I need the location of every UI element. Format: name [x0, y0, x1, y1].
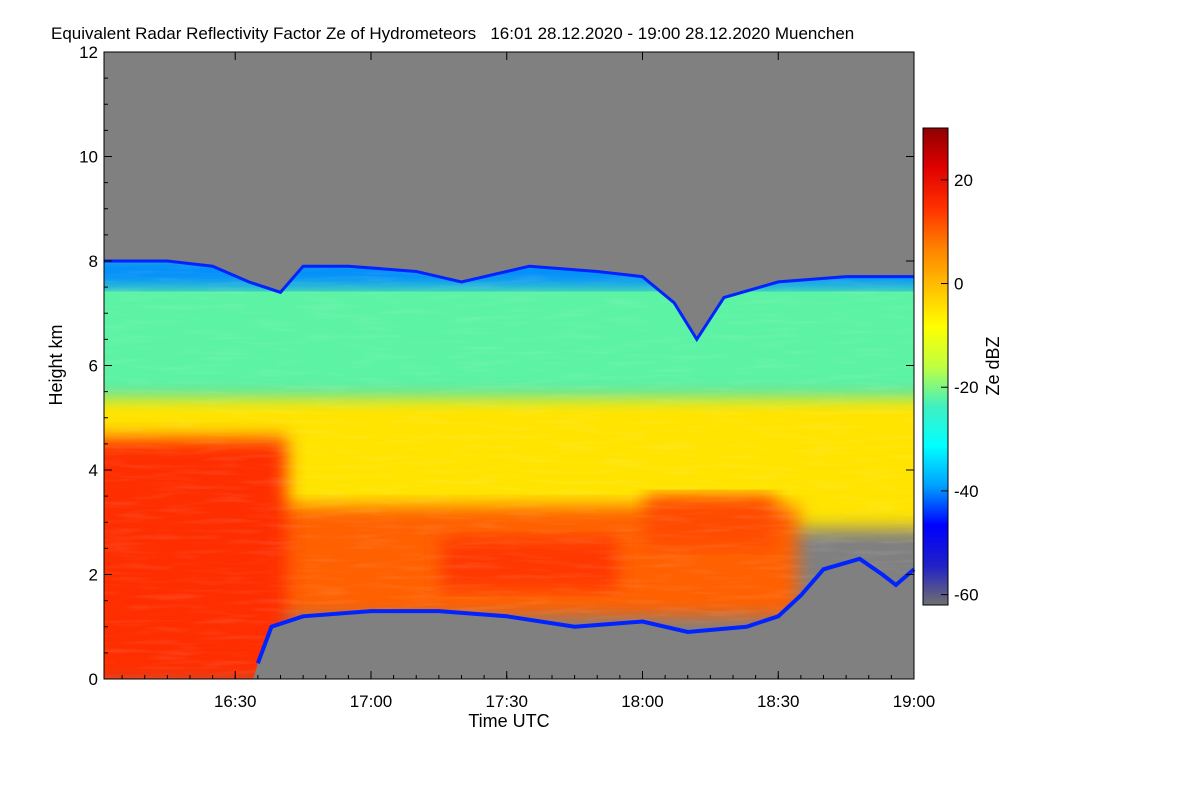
y-tick-label: 10: [79, 148, 98, 167]
y-tick-label: 8: [89, 252, 98, 271]
y-tick-label: 6: [89, 357, 98, 376]
echo-top-edge: [104, 259, 914, 343]
y-tick-label: 4: [89, 461, 98, 480]
colorbar-tick-label: -20: [954, 378, 979, 397]
x-tick-label: 19:00: [893, 692, 936, 711]
colorbar-tick-label: 20: [954, 171, 973, 190]
x-tick-label: 18:30: [757, 692, 800, 711]
colorbar-fill: [922, 127, 949, 606]
colorbar-label: Ze dBZ: [983, 336, 1003, 395]
y-axis-label: Height km: [46, 324, 66, 405]
colorbar-tick-label: 0: [954, 275, 963, 294]
colorbar: 20 0 -20 -40 -60: [922, 127, 979, 606]
echo-base-edge: [255, 556, 916, 665]
radar-echo-field: [104, 261, 914, 679]
y-tick-label: 2: [89, 566, 98, 585]
x-tick-label: 17:30: [485, 692, 528, 711]
echo-texture: [104, 261, 914, 679]
colorbar-tick-label: -60: [954, 586, 979, 605]
x-tick-label: 17:00: [350, 692, 393, 711]
x-axis: 16:30 17:00 17:30 18:00 18:30 19:00: [121, 52, 936, 711]
echo-edges: [104, 259, 916, 665]
chart-title: Equivalent Radar Reflectivity Factor Ze …: [51, 24, 854, 43]
x-axis-label: Time UTC: [468, 711, 549, 731]
y-axis: 0 2 4 6 8 10 12: [79, 43, 914, 689]
x-tick-label: 16:30: [214, 692, 257, 711]
colorbar-tick-label: -40: [954, 482, 979, 501]
y-tick-label: 12: [79, 43, 98, 62]
x-tick-label: 18:00: [621, 692, 664, 711]
y-tick-label: 0: [89, 670, 98, 689]
